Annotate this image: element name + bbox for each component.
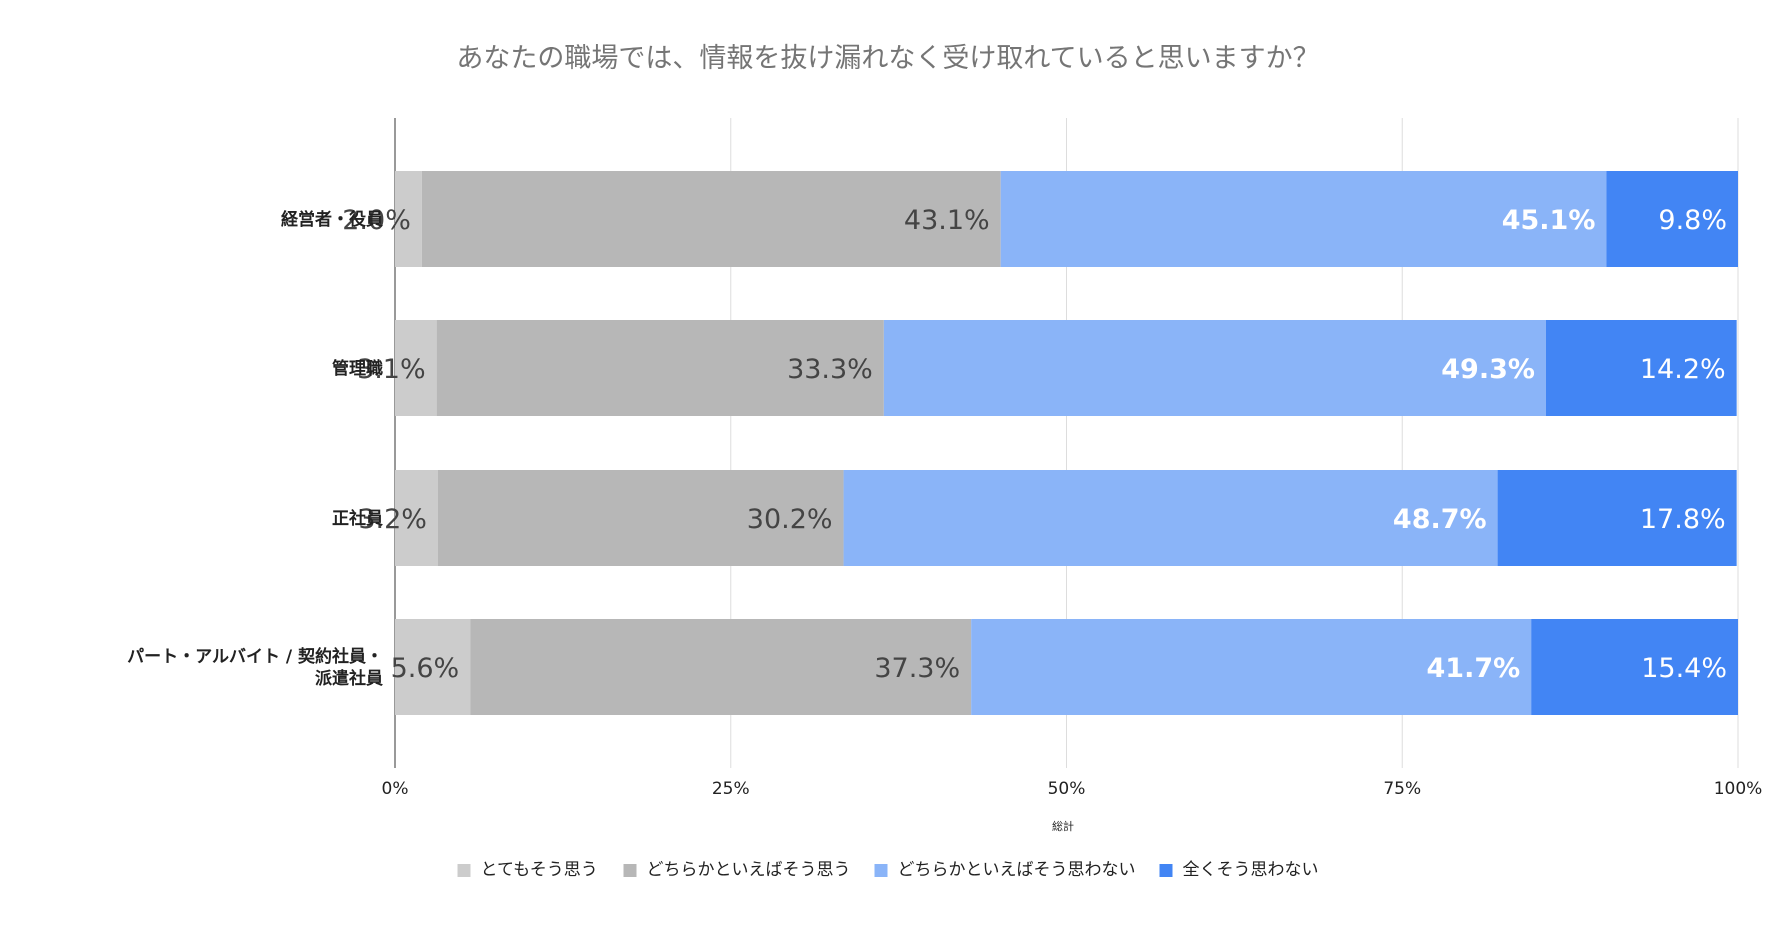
bar-segment (395, 320, 437, 416)
x-tick-label: 50% (1048, 779, 1086, 799)
data-label: 30.2% (747, 504, 833, 535)
bar-segment (436, 320, 884, 416)
bar-segment (1545, 320, 1737, 416)
data-label: 9.8% (1658, 205, 1727, 236)
data-label: 49.3% (1441, 354, 1535, 385)
x-axis-ticks: 0% 25% 50% 75% 100% (382, 779, 1763, 799)
x-tick-label: 25% (712, 779, 750, 799)
bar-segment (1000, 171, 1607, 267)
legend-label: どちらかといえばそう思う (647, 860, 851, 880)
legend-swatch (874, 864, 888, 877)
data-label: 45.1% (1502, 205, 1596, 236)
bar-segment (971, 619, 1532, 715)
legend-swatch (457, 864, 471, 877)
bar-segment (437, 470, 844, 566)
bar-segment (843, 470, 1498, 566)
data-label: 37.3% (874, 653, 960, 684)
bar-segment (883, 320, 1546, 416)
bar-segment (1497, 470, 1737, 566)
bar-segment (395, 171, 422, 267)
data-label: 33.3% (787, 354, 873, 385)
data-label: 41.7% (1427, 653, 1521, 684)
bar-segment (421, 171, 1001, 267)
legend-label: どちらかといえばそう思わない (898, 860, 1136, 880)
category-label: 正社員 (332, 508, 383, 529)
data-label: 48.7% (1393, 504, 1487, 535)
x-axis-title: 総計 (1052, 819, 1074, 833)
data-label: 2.0% (342, 205, 411, 236)
legend-swatch (1159, 864, 1173, 877)
category-label: 管理職 (332, 358, 383, 379)
data-label: 43.1% (904, 205, 990, 236)
data-label: 3.1% (357, 354, 426, 385)
chart-title: あなたの職場では、情報を抜け漏れなく受け取れていると思いますか？ (456, 43, 1319, 74)
bar-segment (1606, 171, 1738, 267)
bar-segment (395, 470, 438, 566)
legend-label: とてもそう思う (481, 860, 598, 880)
category-label: パート・アルバイト / 契約社員・派遣社員 (127, 646, 383, 689)
data-label: 14.2% (1640, 354, 1726, 385)
data-label: 15.4% (1641, 653, 1727, 684)
x-tick-label: 100% (1714, 779, 1763, 799)
data-label: 17.8% (1640, 504, 1726, 535)
bar-segment (395, 619, 471, 715)
x-tick-label: 0% (382, 779, 409, 799)
legend-label: 全くそう思わない (1183, 860, 1319, 880)
bar-segment (1531, 619, 1738, 715)
x-tick-label: 75% (1383, 779, 1421, 799)
legend-swatch (623, 864, 637, 877)
legend: とてもそう思う どちらかといえばそう思う どちらかといえばそう思わない 全くそう思わな… (457, 860, 1319, 880)
data-labels: 2.0% 43.1% 45.1% 9.8% 3.1% 33.3% 49.3% 14.2% 3.2… (342, 205, 1727, 684)
bar-segment (470, 619, 972, 715)
data-label: 5.6% (391, 653, 460, 684)
category-label: 経営者・役員 (281, 209, 383, 230)
bars (395, 171, 1738, 715)
data-label: 3.2% (358, 504, 427, 535)
